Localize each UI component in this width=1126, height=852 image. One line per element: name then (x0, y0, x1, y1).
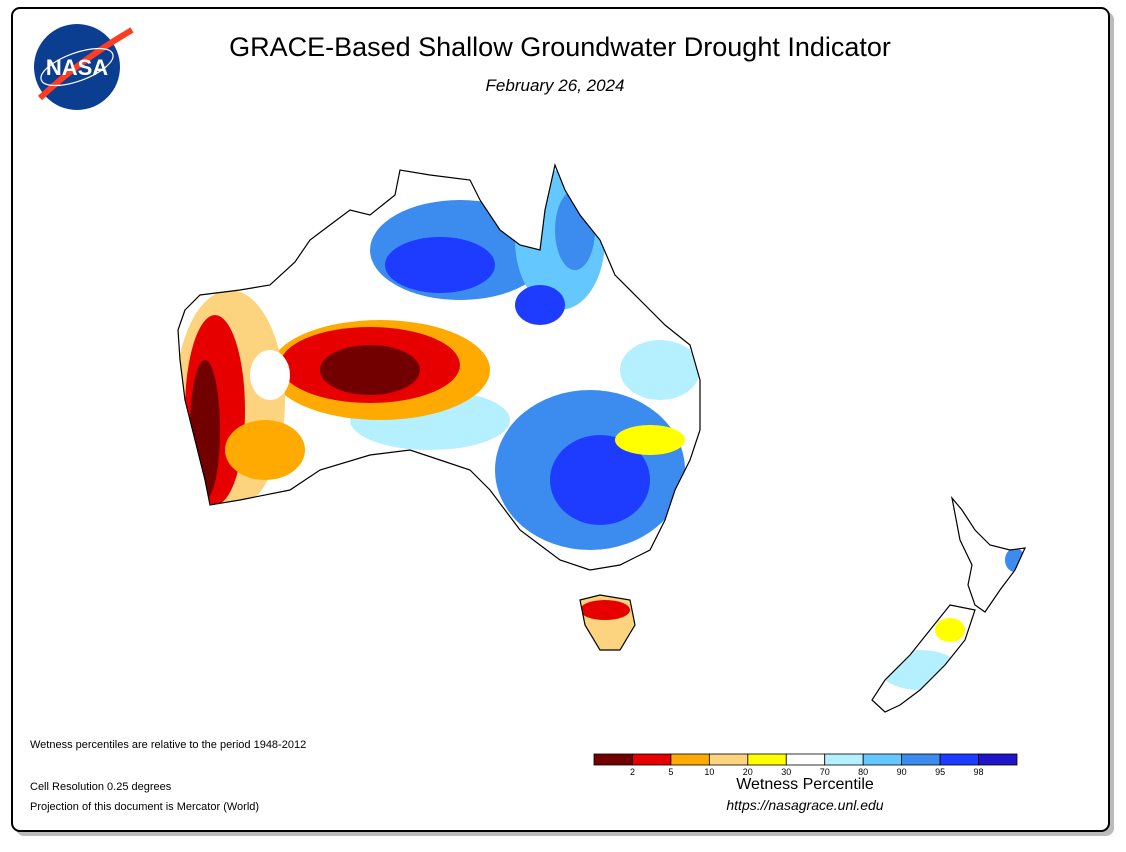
blob (515, 285, 565, 325)
legend-swatch (593, 753, 633, 766)
logo-swoosh (37, 27, 134, 101)
legend-tick-label: 5 (668, 767, 673, 777)
blob (250, 350, 290, 400)
legend-swatch (824, 753, 864, 766)
legend-tick-label: 70 (820, 767, 830, 777)
legend-swatch (862, 753, 903, 766)
subtitle: February 26, 2024 (486, 76, 625, 95)
note: Projection of this document is Mercator … (30, 801, 259, 813)
blob (620, 340, 700, 400)
legend-tick-label: 80 (858, 767, 868, 777)
title: GRACE-Based Shallow Groundwater Drought … (229, 32, 891, 62)
legend-swatch (708, 753, 749, 766)
note: Cell Resolution 0.25 degrees (30, 781, 172, 793)
legend: 2 5 10 20 30 70 80 90 95 98 (593, 753, 1018, 777)
legend-tick-label: 98 (974, 767, 984, 777)
tasmania-outline (579, 594, 636, 651)
blob (935, 618, 965, 642)
legend-tick-label: 30 (781, 767, 791, 777)
legend-tick-label: 90 (897, 767, 907, 777)
blob (550, 435, 650, 525)
legend-swatch (747, 753, 787, 766)
nz-outline (871, 495, 1026, 713)
source-url: https://nasagrace.unl.edu (726, 797, 883, 813)
legend-tick-label: 10 (704, 767, 714, 777)
blob (320, 345, 420, 395)
logo-orbit (40, 47, 114, 87)
blob (385, 237, 495, 293)
nasa-logo: NASA (34, 24, 134, 110)
legend-swatch (901, 753, 941, 766)
legend-title: Wetness Percentile (736, 776, 874, 793)
legend-tick-label: 20 (743, 767, 753, 777)
legend-swatch (670, 753, 710, 766)
legend-swatch (978, 753, 1018, 766)
note: Wetness percentiles are relative to the … (30, 739, 306, 751)
blob (580, 600, 630, 620)
blob (225, 420, 305, 480)
legend-swatch (785, 753, 826, 766)
blob (615, 425, 685, 455)
legend-swatch (632, 753, 672, 766)
legend-tick-label: 2 (630, 767, 635, 777)
legend-tick-label: 95 (935, 767, 945, 777)
australia-outline (177, 162, 701, 571)
logo-text: NASA (46, 55, 108, 80)
legend-swatch (939, 753, 979, 766)
